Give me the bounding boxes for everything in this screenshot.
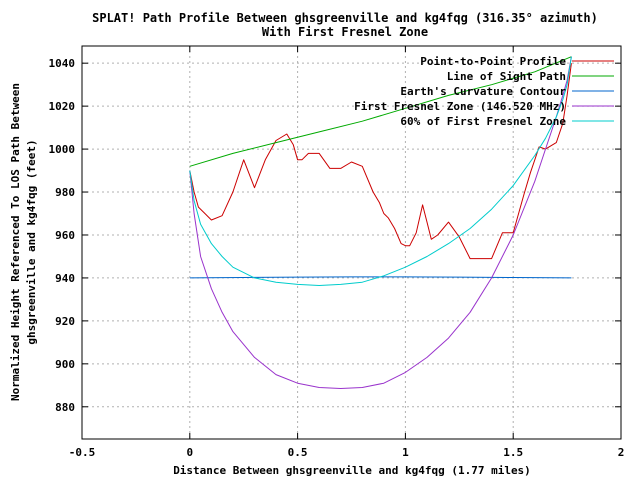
x-axis-ticks: -0.5 0 0.5 1 1.5 2 <box>69 46 625 459</box>
series-lines <box>189 56 572 389</box>
x-tick-label: 0 <box>186 446 193 459</box>
series-line-3 <box>189 56 572 389</box>
y-tick-label: 940 <box>55 272 75 285</box>
series-line-1 <box>189 56 572 167</box>
y-axis-ticks: 880 900 920 940 960 980 1000 1020 1040 <box>49 57 621 414</box>
y-tick-label: 880 <box>55 401 75 414</box>
y-tick-label: 1040 <box>49 57 76 70</box>
series-line-4 <box>189 56 572 286</box>
y-tick-label: 1020 <box>49 100 76 113</box>
y-tick-label: 920 <box>55 315 75 328</box>
series-line-0 <box>189 63 572 260</box>
legend-label-0: Point-to-Point Profile <box>420 55 566 68</box>
y-axis-label-line-1: Normalized Height Referenced To LOS Path… <box>9 83 22 401</box>
y-tick-label: 960 <box>55 229 75 242</box>
legend-label-2: Earth's Curvature Contour <box>400 85 566 98</box>
chart-subtitle: With First Fresnel Zone <box>262 25 428 39</box>
y-tick-label: 980 <box>55 186 75 199</box>
legend-label-4: 60% of First Fresnel Zone <box>400 115 566 128</box>
x-tick-label: 0.5 <box>288 446 308 459</box>
y-tick-label: 1000 <box>49 143 76 156</box>
chart-title: SPLAT! Path Profile Between ghsgreenvill… <box>92 11 598 25</box>
legend: Point-to-Point Profile Line of Sight Path… <box>354 55 614 128</box>
x-tick-label: 2 <box>618 446 625 459</box>
grid <box>82 46 621 439</box>
x-tick-label: 1 <box>402 446 409 459</box>
legend-label-1: Line of Sight Path <box>447 70 566 83</box>
y-axis-label-line-2: ghsgreenville and kg4fqg (feet) <box>25 139 38 344</box>
legend-label-3: First Fresnel Zone (146.520 MHz) <box>354 100 566 113</box>
plot-frame <box>81 45 622 440</box>
y-tick-label: 900 <box>55 358 75 371</box>
x-tick-label: -0.5 <box>69 446 96 459</box>
x-axis-label: Distance Between ghsgreenville and kg4fq… <box>173 464 531 477</box>
x-tick-label: 1.5 <box>503 446 523 459</box>
y-axis-label-group: Normalized Height Referenced To LOS Path… <box>9 83 38 401</box>
